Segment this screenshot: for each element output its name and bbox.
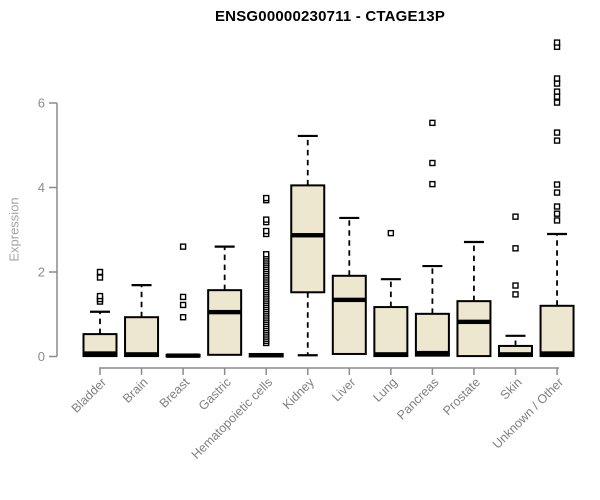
outlier-point xyxy=(263,216,270,223)
outlier-point xyxy=(387,229,395,237)
y-axis: 0 2 4 6 xyxy=(38,96,58,364)
y-tick-label: 0 xyxy=(38,349,45,364)
outlier-point xyxy=(553,217,561,224)
boxplot-hematopoietic-cells xyxy=(248,194,284,358)
x-tick-label-gastric: Gastric xyxy=(196,375,234,413)
outlier-point xyxy=(512,213,519,220)
median-bar xyxy=(540,351,574,356)
outlier-point xyxy=(553,99,561,106)
outlier-point xyxy=(553,181,561,188)
median-bar xyxy=(415,350,449,356)
x-tick-label-skin: Skin xyxy=(498,375,525,402)
boxplot-gastric xyxy=(207,245,243,356)
boxplot-pancreas xyxy=(414,119,450,357)
iqr-box xyxy=(82,333,118,358)
outlier-point xyxy=(553,39,561,46)
outlier-point xyxy=(553,210,561,217)
boxplot-brain xyxy=(124,283,160,358)
boxplot-kidney xyxy=(290,134,326,357)
x-tick-label-hematopoietic-cells: Hematopoietic cells xyxy=(189,375,276,462)
x-tick-label-prostate: Prostate xyxy=(440,375,483,418)
outlier-point xyxy=(553,129,561,136)
outlier-point xyxy=(429,180,436,188)
outlier-point xyxy=(263,194,270,202)
boxplot-prostate xyxy=(456,240,492,358)
outlier-point xyxy=(553,88,561,95)
outlier-point xyxy=(179,293,187,301)
median-bar xyxy=(249,353,283,358)
x-tick-label-kidney: Kidney xyxy=(280,375,317,412)
outlier-point xyxy=(553,189,561,196)
median-bar xyxy=(332,297,366,303)
x-tick-label-liver: Liver xyxy=(329,375,358,404)
iqr-box xyxy=(207,289,243,356)
boxplot-liver xyxy=(331,216,367,355)
outlier-point xyxy=(179,243,187,250)
outlier-point xyxy=(512,291,519,298)
median-bar xyxy=(125,352,159,357)
iqr-box xyxy=(373,306,409,358)
outlier-point xyxy=(179,301,187,309)
boxplot-breast xyxy=(165,243,201,358)
x-tick-label-bladder: Bladder xyxy=(69,375,109,415)
boxplot-bladder xyxy=(82,268,118,358)
iqr-box xyxy=(331,274,367,355)
median-bar xyxy=(166,353,200,358)
x-tick-label-unknown-other: Unknown / Other xyxy=(490,375,566,451)
outlier-point xyxy=(553,203,561,210)
x-tick-label-breast: Breast xyxy=(157,375,193,411)
x-tick-label-brain: Brain xyxy=(120,375,151,406)
outlier-point xyxy=(553,137,561,144)
outlier-point xyxy=(429,159,436,167)
outlier-point xyxy=(553,93,561,100)
boxplot-unknown-other xyxy=(539,39,575,358)
outlier-point xyxy=(96,268,104,276)
median-bar xyxy=(208,309,242,315)
median-bar xyxy=(374,352,408,357)
outlier-point xyxy=(512,282,519,289)
median-bar xyxy=(457,319,491,325)
boxplot-lung xyxy=(373,229,409,358)
median-bar xyxy=(291,233,325,238)
iqr-box xyxy=(124,316,160,358)
outlier-point xyxy=(263,251,270,258)
y-tick-label: 2 xyxy=(38,265,45,280)
median-bar xyxy=(499,352,532,357)
iqr-box xyxy=(456,300,492,358)
iqr-box xyxy=(290,184,326,294)
outlier-point xyxy=(553,80,561,87)
outlier-point xyxy=(512,245,519,252)
boxplot-skin xyxy=(498,213,533,358)
outlier-point xyxy=(179,314,187,321)
outlier-point xyxy=(96,292,104,300)
outlier-point xyxy=(553,75,561,82)
y-tick-label: 6 xyxy=(38,96,45,111)
y-tick-label: 4 xyxy=(38,180,45,195)
chart-title: ENSG00000230711 - CTAGE13P xyxy=(214,8,446,25)
iqr-box xyxy=(539,304,575,358)
outlier-point xyxy=(263,227,270,235)
outlier-point xyxy=(429,119,436,127)
x-tick-label-lung: Lung xyxy=(370,375,400,405)
x-tick-label-pancreas: Pancreas xyxy=(394,375,441,422)
outlier-point xyxy=(96,274,104,281)
median-bar xyxy=(83,351,117,356)
iqr-box xyxy=(414,312,450,357)
